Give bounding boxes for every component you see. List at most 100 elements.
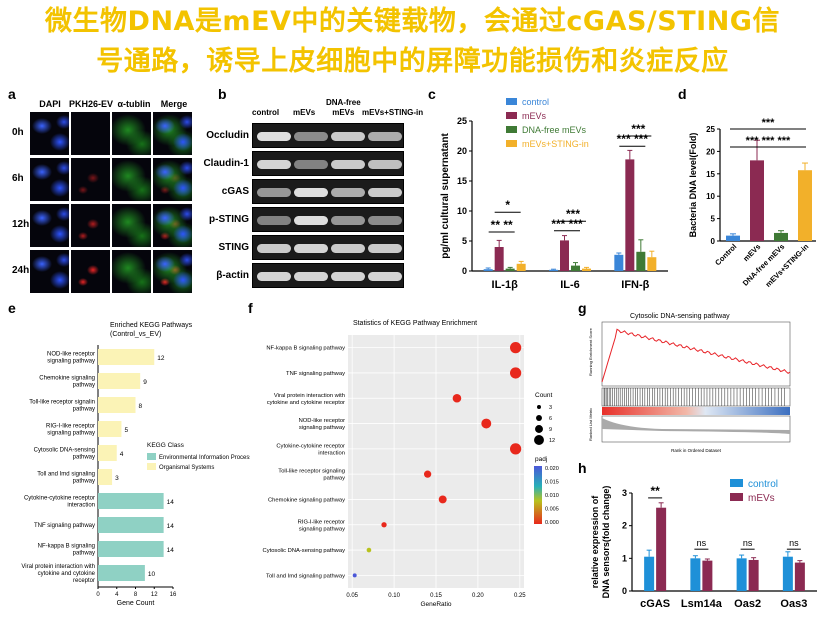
category-label-line: pathway — [73, 455, 95, 461]
point-Cytosolic DNA-sensing pathway — [366, 547, 372, 553]
row-label-0h: 0h — [12, 127, 24, 138]
panel-label-g: g — [578, 300, 587, 316]
category-label-Lsm14a: Lsm14a — [681, 598, 723, 610]
category-label-line: Toll and Imd signaling — [37, 472, 95, 478]
category-label-line: Chemokine signaling — [39, 376, 95, 382]
bar-control-IL-1β — [483, 269, 493, 271]
blot-Claudin-1 — [252, 151, 404, 176]
band-Occludin-2 — [331, 132, 365, 141]
band-STING-2 — [331, 244, 365, 253]
sig-label: *** *** — [617, 132, 649, 146]
y-tick-label: 25 — [457, 116, 467, 126]
x-axis-label: Gene Count — [117, 600, 155, 605]
sig-label: ns — [697, 538, 707, 548]
blot-col-control: control — [252, 108, 280, 117]
band-Claudin-1-2 — [331, 160, 365, 169]
category-label-line: interaction — [67, 503, 95, 509]
bar-Toll and Imd signaling — [98, 469, 113, 485]
value-label: 10 — [148, 571, 156, 578]
value-label: 14 — [167, 523, 175, 530]
bar-mEVs+STING-in-IL-6 — [582, 268, 591, 271]
legend-swatch-Organismal Systems — [147, 463, 156, 470]
legend-label-DNA-free mEVs: DNA-free mEVs — [522, 125, 587, 135]
category-label-mEVs: mEVs — [741, 242, 762, 263]
point-Toll-like receptor signaling — [423, 470, 432, 478]
color-tick-label: 0.020 — [545, 466, 559, 472]
value-label: 14 — [167, 547, 175, 554]
es-panel — [601, 321, 791, 387]
chart-f: Statistics of KEGG Pathway Enrichment 0.0… — [263, 320, 559, 608]
color-bar — [534, 466, 542, 524]
micrograph-0h-green — [111, 111, 152, 156]
bar-mEVs-Lsm14a — [702, 560, 713, 591]
blot-STING — [252, 235, 404, 260]
bar-RIG-I-like receptor — [98, 421, 122, 437]
value-label: 14 — [167, 499, 175, 506]
category-label-Control: Control — [713, 242, 738, 267]
category-label-Cytokine-cytokine receptor: Cytokine-cytokine receptor interaction — [24, 496, 95, 509]
x-tick-label: 16 — [170, 592, 177, 598]
bar-DNA-free mEVs-IL-6 — [571, 265, 580, 271]
size-legend-label: 9 — [549, 427, 552, 433]
x-tick-label: 4 — [115, 592, 119, 598]
bar-control-Oas3 — [782, 556, 793, 591]
legend-label-mEVs: mEVs — [748, 493, 775, 504]
category-label-line: signaling pathway — [47, 431, 95, 437]
bar-Viral protein interaction with — [98, 565, 145, 581]
sig-label: ns — [743, 538, 753, 548]
category-label-RIG-I-like receptor: RIG-I-like receptor signaling pathway — [298, 519, 345, 532]
micrograph-6h-blue — [29, 157, 70, 202]
bar-Toll-like receptor signalin — [98, 397, 136, 413]
band-p-STING-1 — [294, 216, 328, 225]
category-label-line: interaction — [318, 450, 345, 456]
x-tick-label: 0.05 — [346, 593, 358, 599]
bar-Control — [726, 235, 740, 241]
legend-label-control: control — [522, 97, 549, 107]
point-Cytokine-cytokine receptor — [509, 443, 522, 455]
legend-title: KEGG Class — [147, 442, 185, 449]
y-tick-label: 0 — [462, 266, 467, 276]
blot-label-Occludin: Occludin — [206, 130, 249, 141]
y-tick-label: 2 — [622, 521, 627, 531]
micrograph-12h-blue — [29, 203, 70, 248]
blot-Occludin — [252, 123, 404, 148]
legend-label-control: control — [748, 479, 778, 490]
micrograph-24h-blue — [29, 249, 70, 294]
micrograph-6h-merge — [152, 157, 193, 202]
bar-mEVs-IL-6 — [560, 240, 569, 271]
chart-g: Cytosolic DNA-sensing pathway Running Enr… — [588, 313, 791, 453]
value-label: 3 — [115, 475, 119, 482]
sig-label: ** — [650, 484, 660, 498]
category-label-line: NF-kappa B signaling pathway — [266, 346, 345, 352]
category-label-Toll and Imd signaling pathway: Toll and Imd signaling pathway — [266, 573, 345, 579]
size-legend-dot — [536, 415, 542, 421]
micrograph-24h-green — [111, 249, 152, 294]
size-legend-label: 3 — [549, 405, 552, 411]
y-tick-label: 0 — [711, 237, 716, 246]
chart-e: Enriched KEGG Pathways (Control_vs_EV) 0 4 8… — [21, 322, 250, 605]
micrograph-12h-green — [111, 203, 152, 248]
size-legend-dot — [537, 405, 541, 409]
value-label: 5 — [124, 427, 128, 434]
category-label-line: Cytokine-cytokine receptor — [24, 496, 95, 502]
legend-label-mEVs+STING-in: mEVs+STING-in — [522, 139, 589, 149]
legend-label-Environmental Information Processing: Environmental Information Processing — [159, 455, 250, 461]
legend-swatch-Environmental Information Processing — [147, 453, 156, 460]
band-β-actin-0 — [257, 272, 291, 281]
band-Occludin-0 — [257, 132, 291, 141]
bar-control-Lsm14a — [690, 558, 701, 591]
y-tick-label: 5 — [711, 215, 716, 224]
x-axis-label: GeneRatio — [420, 601, 451, 608]
band-Occludin-1 — [294, 132, 328, 141]
category-label-mEVs+STING-in: mEVs+STING-in — [764, 242, 811, 289]
chart-title: Enriched KEGG Pathways — [110, 322, 193, 329]
micrograph-0h-blue — [29, 111, 70, 156]
category-label-line: TNF signaling pathway — [286, 371, 345, 377]
micrograph-24h-red — [70, 249, 111, 294]
category-label-line: RIG-I-like receptor — [298, 519, 345, 525]
band-p-STING-2 — [331, 216, 365, 225]
sig-label: ** ** — [491, 218, 513, 232]
category-label-IL-6: IL-6 — [560, 279, 580, 291]
color-legend-title: padj — [535, 456, 547, 463]
category-label-line: signaling pathway — [299, 425, 345, 431]
